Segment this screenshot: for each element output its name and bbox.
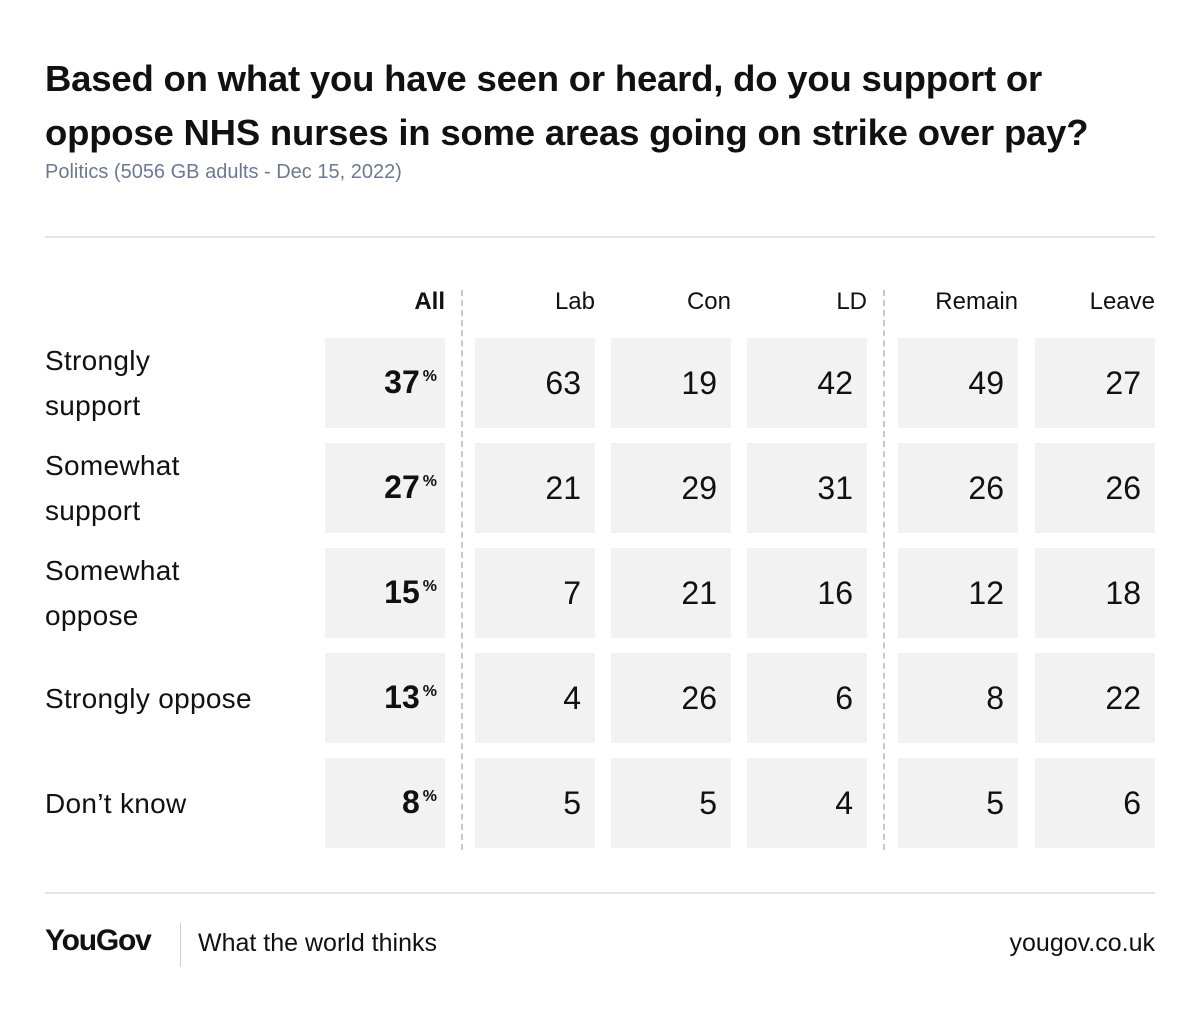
value-label: 63 [545,364,581,401]
value-label: 5 [986,784,1004,821]
value-cell-leave: 6 [1035,758,1155,848]
value-label: 49 [968,364,1004,401]
value-cell-ld: 6 [747,653,867,743]
value-cell-leave: 18 [1035,548,1155,638]
value-label: 15 [384,573,420,610]
value-cell-ld: 42 [747,338,867,428]
row-label: Strongly oppose [45,682,252,714]
value-label: 4 [835,784,853,821]
value-cell-con: 5 [611,758,731,848]
value-cell-lab: 7 [475,548,595,638]
value-label: 27 [1105,364,1141,401]
value-cell-leave: 27 [1035,338,1155,428]
value-cell-ld: 31 [747,443,867,533]
value-label: 7 [563,574,581,611]
value-label: 26 [968,469,1004,506]
column-separator [883,290,885,850]
value-label: 12 [968,574,1004,611]
row-label: Somewhat oppose [45,555,180,631]
value-label: 26 [681,679,717,716]
bottom-divider [45,892,1155,894]
top-divider [45,236,1155,238]
value-cell-lab: 5 [475,758,595,848]
value-cell-all: 13% [325,653,445,743]
site-url: yougov.co.uk [1009,929,1155,957]
value-cell-con: 26 [611,653,731,743]
value-cell-lab: 4 [475,653,595,743]
chart-subtitle: Politics (5056 GB adults - Dec 15, 2022) [45,161,402,183]
value-label: 16 [817,574,853,611]
value-cell-lab: 21 [475,443,595,533]
value-cell-remain: 8 [898,653,1018,743]
value-cell-remain: 5 [898,758,1018,848]
value-label: 8 [986,679,1004,716]
value-label: 18 [1105,574,1141,611]
column-header-all: All [414,288,445,315]
value-cell-leave: 22 [1035,653,1155,743]
tagline: What the world thinks [198,929,437,957]
value-cell-lab: 63 [475,338,595,428]
value-cell-remain: 12 [898,548,1018,638]
value-cell-remain: 49 [898,338,1018,428]
percent-sign: % [422,578,437,595]
value-cell-con: 19 [611,338,731,428]
value-label: 5 [563,784,581,821]
row-label: Somewhat support [45,450,180,526]
value-label: 27 [384,468,420,505]
percent-sign: % [422,683,437,700]
value-label: 13 [384,678,420,715]
value-label: 21 [545,469,581,506]
value-label: 19 [681,364,717,401]
value-label: 6 [835,679,853,716]
value-label: 5 [699,784,717,821]
value-label: 21 [681,574,717,611]
value-cell-ld: 16 [747,548,867,638]
value-cell-con: 29 [611,443,731,533]
value-label: 4 [563,679,581,716]
value-label: 26 [1105,469,1141,506]
column-header-leave: Leave [1089,288,1155,315]
yougov-logo: YouGov [45,924,152,957]
value-cell-all: 37% [325,338,445,428]
value-label: 31 [817,469,853,506]
percent-sign: % [422,788,437,805]
value-cell-all: 8% [325,758,445,848]
value-label: 22 [1105,679,1141,716]
row-label: Don’t know [45,787,187,819]
row-label: Strongly support [45,345,151,421]
value-cell-remain: 26 [898,443,1018,533]
value-label: 42 [817,364,853,401]
column-separator [461,290,463,850]
chart-title: Based on what you have seen or heard, do… [45,58,1089,153]
value-cell-con: 21 [611,548,731,638]
value-cell-leave: 26 [1035,443,1155,533]
column-header-remain: Remain [935,288,1018,315]
value-label: 37 [384,363,420,400]
value-label: 29 [681,469,717,506]
column-header-ld: LD [836,288,867,315]
value-label: 8 [401,783,420,820]
column-header-con: Con [686,288,731,315]
percent-sign: % [422,368,437,385]
value-cell-all: 27% [325,443,445,533]
value-cell-all: 15% [325,548,445,638]
percent-sign: % [422,473,437,490]
value-label: 6 [1123,784,1141,821]
logo-separator [180,923,181,967]
value-cell-ld: 4 [747,758,867,848]
column-header-lab: Lab [554,288,595,315]
